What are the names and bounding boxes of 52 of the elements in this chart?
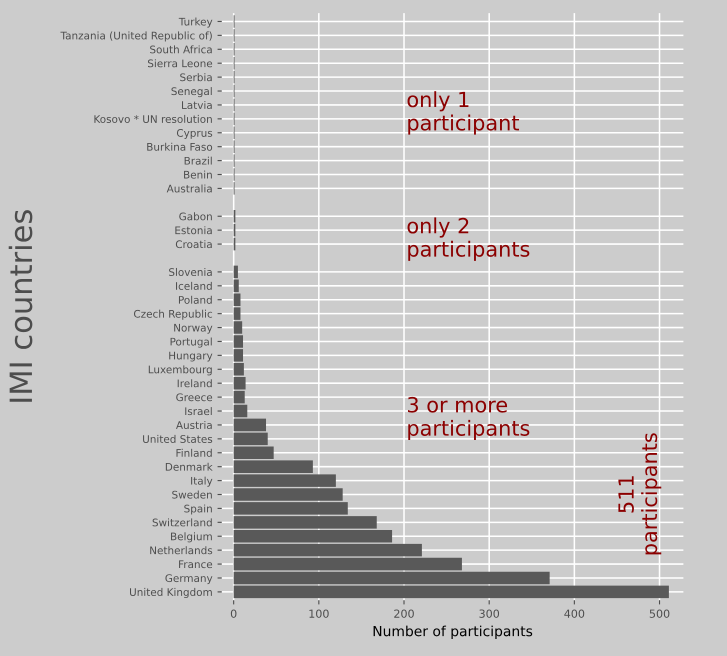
y-tick-label: United States xyxy=(143,434,212,443)
x-tick-label: 400 xyxy=(564,609,584,618)
y-tick-label: Slovenia xyxy=(169,268,212,276)
y-tick-label: Spain xyxy=(184,504,212,515)
y-tick-label: Poland xyxy=(178,296,212,304)
x-tick-label: 300 xyxy=(479,609,500,618)
y-tick-label: Austria xyxy=(176,420,212,430)
x-tick-label: 0 xyxy=(230,609,236,618)
y-tick-label: Senegal xyxy=(171,87,212,98)
y-tick-label: Australia xyxy=(166,184,212,193)
x-tick-label: 200 xyxy=(394,609,414,618)
y-tick-label: Ireland xyxy=(178,379,212,388)
y-tick-label: Italy xyxy=(191,476,212,487)
y-tick-label: Switzerland xyxy=(152,518,212,526)
y-tick-label: Norway xyxy=(174,324,212,334)
y-tick-label: Cyprus xyxy=(176,128,212,139)
y-tick-label: Turkey xyxy=(178,18,212,28)
y-tick-label: Tanzania (United Republic of) xyxy=(60,31,212,42)
y-tick-label: Denmark xyxy=(166,462,213,471)
y-tick-label: France xyxy=(179,560,212,568)
y-tick-label: Sierra Leone xyxy=(148,59,212,68)
y-tick-label: Belgium xyxy=(171,532,212,542)
y-tick-label: Benin xyxy=(184,170,212,179)
y-tick-label: Israel xyxy=(185,407,212,416)
y-tick-label: Iceland xyxy=(176,282,212,290)
x-tick-label: 100 xyxy=(309,609,329,618)
y-tick-label: Serbia xyxy=(180,73,212,82)
y-tick-label: Finland xyxy=(176,448,212,457)
x-tick-label: 500 xyxy=(650,609,670,618)
y-tick-label: Kosovo * UN resolution xyxy=(94,114,212,123)
y-tick-label: Netherlands xyxy=(150,546,212,554)
y-tick-label: Estonia xyxy=(175,226,212,234)
y-tick-label: Greece xyxy=(176,393,212,402)
y-tick-label: Sweden xyxy=(172,490,212,499)
y-tick-label: Luxembourg xyxy=(148,365,212,376)
y-tick-label: Burkina Faso xyxy=(147,142,212,151)
y-tick-label: United Kingdom xyxy=(130,588,212,598)
x-axis-title: Number of participants xyxy=(374,626,532,640)
y-tick-label: Latvia xyxy=(182,100,212,110)
y-tick-label: South Africa xyxy=(150,45,212,54)
annotation: only 2 participants xyxy=(408,217,530,261)
y-tick-label: Hungary xyxy=(169,352,212,362)
y-tick-label: Czech Republic xyxy=(134,310,212,320)
annotation: only 1 participant xyxy=(408,91,520,135)
y-axis-title: IMI countries xyxy=(8,210,32,402)
y-tick-label: Gabon xyxy=(179,212,212,220)
y-tick-label: Brazil xyxy=(184,156,212,165)
annotation: 3 or more participants xyxy=(408,396,530,440)
y-tick-label: Germany xyxy=(165,574,212,584)
y-tick-label: Portugal xyxy=(170,338,212,348)
annotation: 511 participants xyxy=(618,433,662,554)
y-tick-label: Croatia xyxy=(176,240,212,248)
